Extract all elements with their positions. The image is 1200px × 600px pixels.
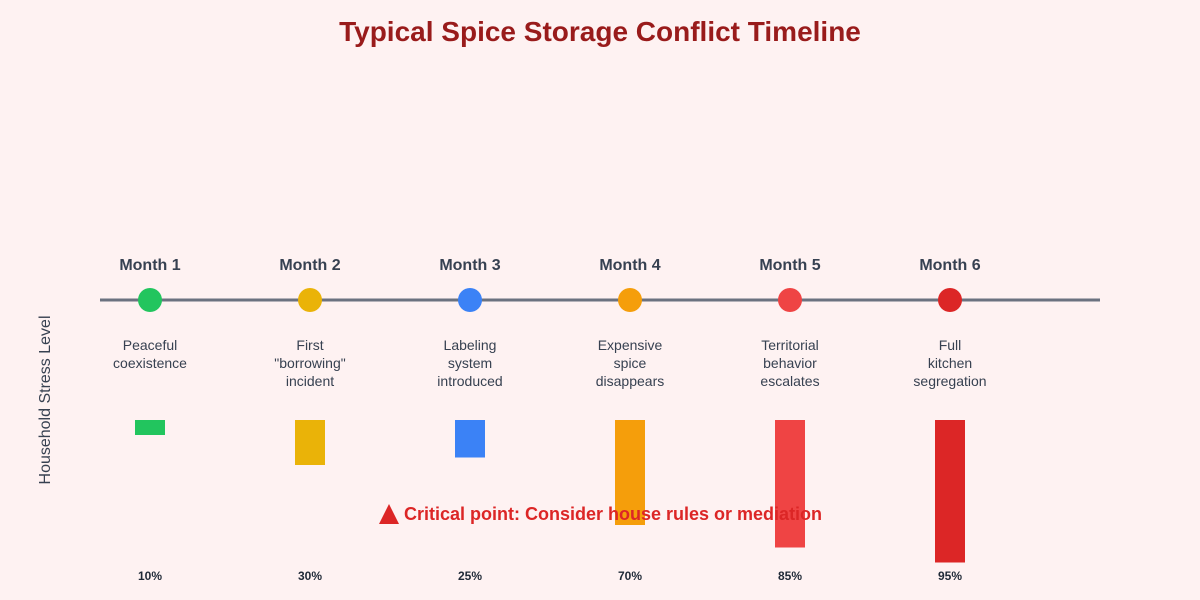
month-label: Month 2 bbox=[279, 257, 340, 274]
stress-bar bbox=[775, 420, 805, 548]
month-label: Month 5 bbox=[759, 257, 820, 274]
stress-bar bbox=[135, 420, 165, 435]
event-description: "borrowing" bbox=[274, 355, 345, 371]
timeline-point bbox=[458, 288, 482, 312]
event-description: segregation bbox=[913, 373, 986, 389]
stress-value-label: 25% bbox=[458, 569, 482, 583]
event-description: Full bbox=[939, 337, 962, 353]
timeline-point bbox=[938, 288, 962, 312]
stress-value-label: 85% bbox=[778, 569, 802, 583]
annotation-text: Critical point: Consider house rules or … bbox=[404, 504, 822, 524]
stress-value-label: 30% bbox=[298, 569, 322, 583]
event-description: spice bbox=[614, 355, 647, 371]
event-description: Territorial bbox=[761, 337, 819, 353]
event-description: incident bbox=[286, 373, 334, 389]
month-label: Month 4 bbox=[599, 257, 660, 274]
stress-value-label: 10% bbox=[138, 569, 162, 583]
timeline-point bbox=[298, 288, 322, 312]
stress-value-label: 70% bbox=[618, 569, 642, 583]
y-axis-label: Household Stress Level bbox=[37, 316, 54, 485]
timeline-point bbox=[618, 288, 642, 312]
stress-bar bbox=[455, 420, 485, 458]
event-description: Peaceful bbox=[123, 337, 177, 353]
event-description: behavior bbox=[763, 355, 817, 371]
event-description: introduced bbox=[437, 373, 502, 389]
event-description: kitchen bbox=[928, 355, 972, 371]
month-label: Month 6 bbox=[919, 257, 980, 274]
stress-value-label: 95% bbox=[938, 569, 962, 583]
stress-bar bbox=[615, 420, 645, 525]
warning-icon bbox=[379, 504, 399, 524]
timeline-point bbox=[778, 288, 802, 312]
stress-bar bbox=[935, 420, 965, 563]
stress-bar bbox=[295, 420, 325, 465]
event-description: system bbox=[448, 355, 492, 371]
critical-annotation: Critical point: Consider house rules or … bbox=[379, 504, 822, 524]
event-description: Expensive bbox=[598, 337, 663, 353]
timeline-point bbox=[138, 288, 162, 312]
event-description: coexistence bbox=[113, 355, 187, 371]
event-description: disappears bbox=[596, 373, 665, 389]
chart-title: Typical Spice Storage Conflict Timeline bbox=[339, 16, 861, 47]
month-label: Month 3 bbox=[439, 257, 500, 274]
event-description: First bbox=[296, 337, 323, 353]
event-description: escalates bbox=[760, 373, 819, 389]
month-label: Month 1 bbox=[119, 257, 180, 274]
event-description: Labeling bbox=[444, 337, 497, 353]
